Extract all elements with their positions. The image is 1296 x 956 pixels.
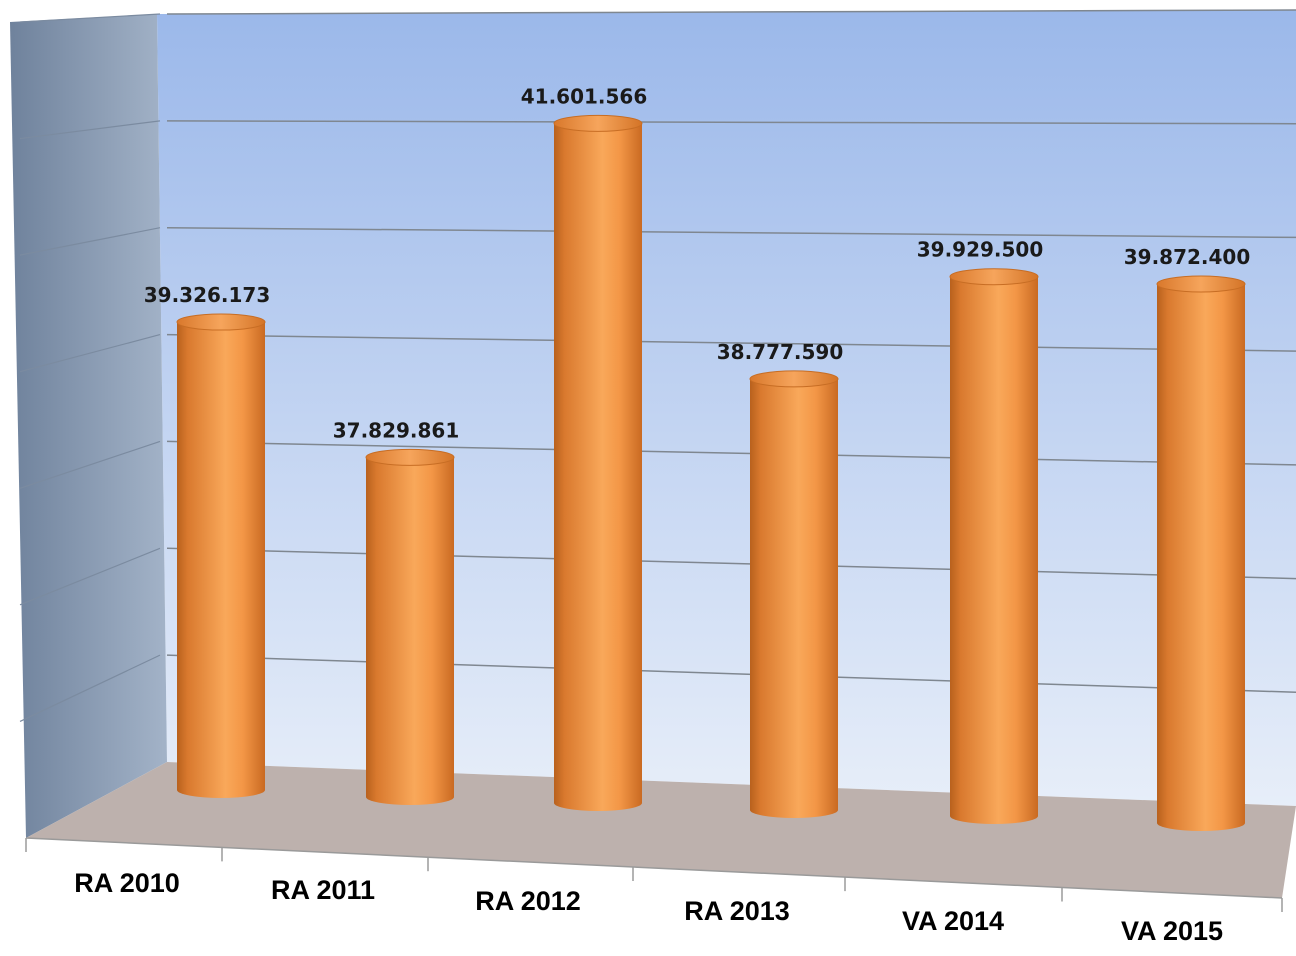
bar-top [176, 313, 266, 331]
value-label: 39.326.173 [144, 283, 271, 307]
category-label: RA 2011 [271, 875, 375, 905]
bar [949, 268, 1039, 824]
bar-body [1157, 283, 1245, 831]
side-gridline [19, 13, 161, 23]
gridline [166, 9, 1296, 15]
value-label: 37.829.861 [333, 418, 460, 442]
bar-body [950, 276, 1038, 824]
bar [1156, 275, 1246, 831]
bar-body [366, 457, 454, 805]
value-label: 38.777.590 [717, 340, 844, 364]
bar-top [553, 114, 643, 132]
gridline [166, 120, 1296, 125]
x-axis-line [25, 837, 1283, 899]
bar-top [749, 370, 839, 388]
gridlines [19, 9, 1296, 722]
bar [176, 313, 266, 798]
side-gridline [19, 120, 161, 140]
gridline [166, 440, 1296, 466]
bar-top [365, 448, 455, 466]
side-gridline [19, 654, 161, 722]
bar-body [177, 322, 265, 798]
bar-top [1156, 275, 1246, 293]
bar-body [750, 378, 838, 818]
side-wall [10, 14, 167, 838]
category-labels: RA 2010 RA 2011 RA 2012 RA 2013 VA 2014 VA 20… [74, 868, 1223, 946]
side-gridline [19, 333, 161, 373]
side-gridline [19, 227, 161, 256]
value-labels: 39.326.173 37.829.861 41.601.566 38.777.590… [144, 84, 1251, 442]
bar [365, 448, 455, 805]
category-label: RA 2010 [74, 868, 180, 898]
bar-body [554, 123, 642, 812]
bar [749, 370, 839, 818]
gridline [166, 654, 1296, 694]
value-label: 39.929.500 [917, 238, 1044, 262]
side-gridline [19, 440, 161, 489]
category-label: VA 2014 [902, 906, 1004, 936]
gridline [166, 547, 1296, 580]
bar-top [949, 268, 1039, 286]
bar [553, 114, 643, 812]
x-axis [25, 837, 1283, 912]
value-label: 41.601.566 [521, 84, 648, 108]
gridline [166, 226, 1296, 239]
value-label: 39.872.400 [1124, 245, 1251, 269]
gridline [166, 333, 1296, 352]
bars [176, 114, 1246, 831]
side-gridline [19, 547, 161, 606]
category-label: VA 2015 [1121, 916, 1223, 946]
category-label: RA 2012 [475, 886, 581, 916]
category-label: RA 2013 [684, 896, 790, 926]
